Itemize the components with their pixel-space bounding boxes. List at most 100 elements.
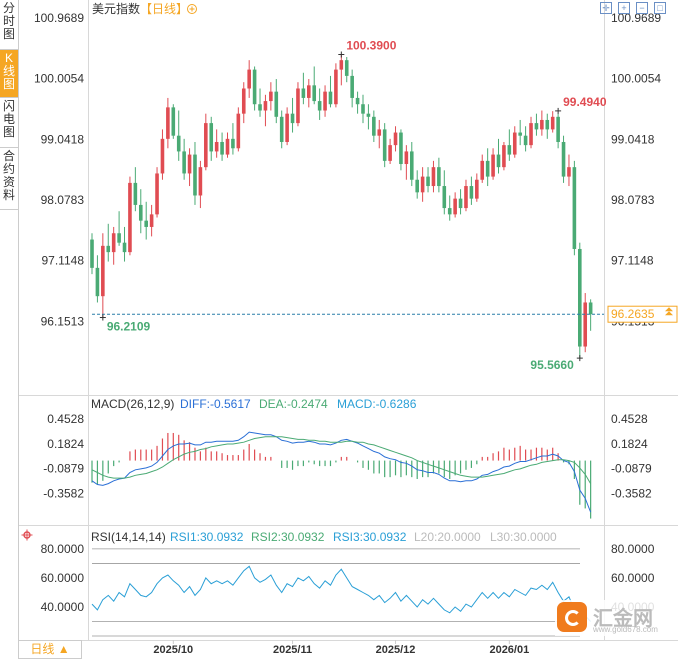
candle-body [578, 248, 582, 347]
tab-kline[interactable]: K线图 [0, 50, 18, 98]
date-tick-label: 2025/11 [273, 644, 312, 656]
rsi-tick-left: 60.0000 [41, 571, 85, 585]
macd-tick-left: 0.4528 [47, 412, 84, 426]
price-tick-right: 100.0054 [611, 72, 661, 86]
tab-flash[interactable]: 闪电图 [0, 98, 18, 148]
candle-body [252, 69, 257, 105]
candle-body [214, 141, 219, 152]
rsi1-label: RSI1:30.0932 [170, 530, 244, 544]
candle-body [507, 145, 512, 155]
candle-body [431, 167, 436, 187]
candle-body [95, 267, 100, 297]
watermark: 汇金网 www.gold678.com [555, 600, 667, 636]
macd-tick-right: 0.4528 [611, 412, 648, 426]
candle-body [382, 129, 387, 161]
last-price-arrow [665, 311, 673, 316]
candle-body [182, 151, 186, 174]
candle-body [518, 132, 522, 136]
candle-body [464, 186, 468, 209]
candle-body [426, 176, 430, 187]
candle-body [556, 116, 560, 142]
macd-diff-line [91, 431, 592, 513]
macd-axis: 0.4528 0.4528 0.1824 0.1824 -0.0879 -0.0879 -0… [43, 412, 652, 501]
candle-body [90, 239, 94, 268]
candle-body [204, 123, 208, 168]
candle-body [572, 167, 577, 249]
candle-body [415, 179, 419, 193]
candle-body [393, 132, 398, 146]
last-price-box [607, 305, 678, 323]
chart-title: 美元指数 [92, 1, 140, 16]
rsi-tick-left: 80.0000 [41, 542, 85, 556]
price-tick-left: 99.0418 [41, 132, 85, 146]
candle-body [512, 132, 517, 155]
period-selector[interactable]: 日线 ▲ [18, 640, 82, 659]
macd-tick-right: 0.1824 [611, 437, 648, 451]
candle-body [540, 119, 544, 130]
candle-body [328, 91, 333, 105]
zoom-out-icon[interactable]: − [636, 2, 648, 14]
last-price-label: 96.2635 [611, 307, 655, 321]
candle-body [583, 302, 588, 347]
candle-body [388, 145, 392, 161]
candle-body [117, 233, 121, 243]
candle-body [409, 151, 414, 180]
price-tick-left: 97.1148 [42, 254, 85, 268]
macd-tick-right: -0.0879 [611, 462, 652, 476]
candle-body [323, 91, 327, 111]
rsi3-label: RSI3:30.0932 [333, 530, 407, 544]
macd-tick-right: -0.3582 [611, 487, 652, 501]
tab-contract-info[interactable]: 合约资料 [0, 148, 18, 210]
candle-body [274, 91, 279, 117]
fullscreen-icon[interactable]: □ [654, 2, 666, 14]
rsi-header: RSI(14,14,14) RSI1:30.0932 RSI2:30.0932 … [21, 529, 557, 544]
candle-body [475, 179, 479, 199]
price-tick-left: 98.0783 [41, 193, 85, 207]
candle-body [399, 132, 403, 165]
candle-body [220, 141, 224, 155]
tab-timeline[interactable]: 分时图 [0, 0, 18, 50]
candle-body [247, 69, 251, 89]
candle-body [166, 107, 170, 139]
candle-body [447, 208, 452, 215]
candle-body [106, 245, 111, 253]
macd-header: MACD(26,12,9) DIFF:-0.5617 DEA:-0.2474 M… [91, 397, 417, 411]
macd-dea-label: DEA:-0.2474 [259, 397, 328, 411]
l20-label: L20:20.0000 [414, 530, 481, 544]
candle-body [437, 167, 441, 187]
candle-body [285, 113, 289, 142]
period-label[interactable]: 【日线】 [140, 2, 188, 16]
candle-body [149, 214, 154, 227]
candle-body [138, 204, 143, 221]
candle-body [258, 104, 262, 111]
extreme-label: 96.2109 [107, 320, 151, 334]
candle-body [496, 154, 501, 168]
candle-body [160, 138, 165, 174]
price-tick-left: 100.0054 [34, 72, 84, 86]
price-tick-right: 98.0783 [611, 193, 655, 207]
candle-body [344, 60, 349, 76]
date-tick-label: 2026/01 [489, 644, 529, 656]
candle-body [339, 60, 344, 70]
candle-body [366, 113, 371, 117]
candle-body [263, 101, 268, 111]
macd-dea-line [91, 436, 592, 484]
candle-body [545, 119, 550, 130]
rsi-tick-left: 40.0000 [41, 600, 85, 614]
candle-body [502, 145, 506, 168]
date-axis: 2025/10 2025/11 2025/12 2026/01 [153, 640, 529, 656]
candle-body [361, 104, 365, 114]
zoom-in-icon[interactable]: + [618, 2, 630, 14]
crosshair-icon[interactable]: ✛ [600, 2, 612, 14]
candle-body [561, 141, 566, 177]
candle-body [279, 116, 284, 142]
candle-body [307, 85, 311, 98]
rsi2-label: RSI2:30.0932 [251, 530, 325, 544]
rsi-tick-right: 60.0000 [611, 571, 655, 585]
settings-icon[interactable] [21, 529, 33, 541]
main-header: 美元指数 【日线】 [92, 1, 197, 16]
candle-body [458, 198, 463, 209]
side-tab-bar: 分时图 K线图 闪电图 合约资料 [0, 0, 19, 659]
circle-plus-icon[interactable] [187, 4, 197, 14]
